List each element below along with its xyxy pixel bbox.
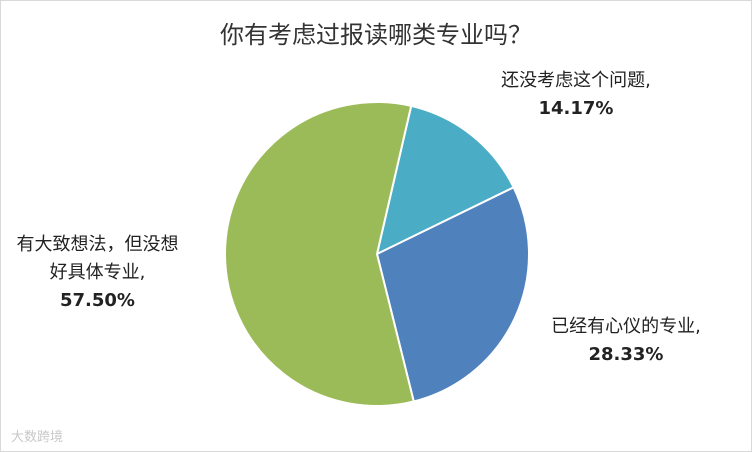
chart-title: 你有考虑过报读哪类专业吗？ [220,21,532,49]
category-label: 还没考虑这个问题, [501,70,651,91]
pie-slice [375,186,530,403]
value-label: 57.50% [60,290,135,311]
slice-label: 已经有心仪的专业, 28.33% [521,313,731,369]
pie-slice [224,101,415,407]
category-label: 有大致想法，但没想好具体专业, [16,234,179,283]
value-label: 28.33% [588,344,664,365]
slice-label: 还没考虑这个问题, 14.17% [471,67,681,123]
value-label: 14.17% [538,98,614,119]
slice-label: 有大致想法，但没想好具体专业, 57.50% [15,231,180,315]
pie-slice [375,104,515,256]
watermark: 大数跨境 [11,430,64,445]
category-label: 已经有心仪的专业, [551,316,701,337]
